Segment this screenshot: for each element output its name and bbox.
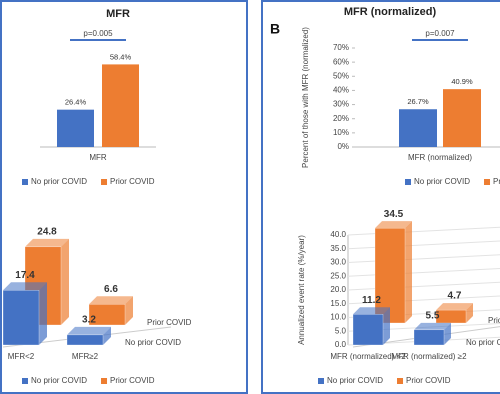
legend-label: Prior COVID (110, 376, 155, 385)
bar (435, 309, 467, 324)
value-label: 5.5 (426, 311, 440, 322)
bar (352, 314, 384, 346)
y-tick-label: 5.0 (335, 326, 347, 335)
x-tick-label: MFR (89, 153, 107, 162)
bar-side (444, 322, 451, 345)
bar (57, 109, 94, 147)
bar-top (414, 322, 451, 330)
p-value: p=0.007 (425, 29, 455, 38)
value-label: 11.2 (362, 295, 381, 306)
value-label: 3.2 (82, 315, 96, 326)
bar (102, 64, 139, 147)
grid-line (347, 268, 500, 277)
bar-side (405, 221, 412, 323)
y-tick-label: 25.0 (330, 271, 346, 280)
legend-swatch (22, 378, 28, 384)
y-tick-label: 40.0 (330, 230, 346, 239)
y-tick-label: 15.0 (330, 299, 346, 308)
bar-side (383, 307, 390, 345)
value-label: 24.8 (37, 227, 57, 238)
p-value: p=0.005 (83, 29, 113, 38)
bar-side (39, 282, 47, 345)
y-tick-label: 30.0 (330, 258, 346, 267)
depth-label: Prior COVID (147, 318, 192, 327)
bar (66, 334, 104, 346)
bar-top (67, 326, 111, 335)
y-axis-label: Percent of those with MFR (normalized) (301, 27, 310, 168)
x-tick-label: MFR≥2 (72, 352, 99, 361)
y-tick-label: 0% (337, 142, 349, 151)
depth-label: No prior COVID (466, 338, 500, 347)
value-label: 17.4 (15, 270, 35, 281)
depth-label: No prior COVID (125, 338, 181, 347)
bar-side (466, 303, 473, 323)
y-tick-label: 20.0 (330, 285, 346, 294)
x-tick-label: MFR<2 (8, 352, 35, 361)
legend-swatch (405, 179, 411, 185)
bar (2, 290, 40, 346)
bar (374, 227, 406, 324)
grid-line (347, 254, 500, 263)
y-tick-label: 30% (333, 100, 349, 109)
legend-swatch (101, 378, 108, 384)
legend-label: Prior COVID (406, 376, 451, 385)
bar (88, 304, 126, 326)
chart-title: MFR (normalized) (344, 6, 437, 18)
y-axis-label: Annualized event rate (%/year) (297, 235, 306, 345)
grid-line (347, 240, 500, 250)
legend-swatch (484, 179, 491, 185)
x-tick-label: MFR (normalized) (408, 153, 472, 162)
legend-label: Prior COVID (493, 177, 500, 186)
value-label: 34.5 (384, 209, 404, 220)
value-label: 58.4% (110, 52, 132, 61)
y-tick-label: 35.0 (330, 244, 346, 253)
legend-label: No prior COVID (31, 177, 87, 186)
bar-top (3, 282, 47, 291)
bar-top (25, 238, 69, 247)
value-label: 26.4% (65, 98, 87, 107)
bar-side (125, 296, 133, 325)
legend-label: Prior COVID (110, 177, 155, 186)
panel-border (261, 0, 500, 394)
y-tick-label: 10.0 (330, 313, 346, 322)
value-label: 6.6 (104, 284, 118, 295)
bar-side (61, 238, 69, 325)
y-tick-label: 20% (333, 114, 349, 123)
y-tick-label: 70% (333, 43, 349, 52)
legend-label: No prior COVID (327, 376, 383, 385)
x-tick-label: MFR (normalized) ≥2 (391, 352, 467, 361)
legend-label: No prior COVID (31, 376, 87, 385)
y-tick-label: 10% (333, 128, 349, 137)
value-label: 4.7 (448, 291, 462, 302)
bar (399, 109, 437, 147)
y-tick-label: 50% (333, 71, 349, 80)
y-tick-label: 0.0 (335, 340, 347, 349)
chart-title: MFR (106, 8, 130, 20)
bar-side (103, 326, 111, 345)
legend-swatch (22, 179, 28, 185)
bar-top (375, 221, 412, 229)
grid-line (347, 295, 500, 305)
panel-label: B (270, 21, 280, 37)
bar (413, 329, 445, 346)
grid-line (347, 226, 500, 236)
bar-top (353, 307, 390, 315)
legend-swatch (397, 378, 404, 384)
value-label: 26.7% (407, 97, 429, 106)
bar-top (436, 303, 473, 311)
y-tick-label: 40% (333, 86, 349, 95)
panel-border (0, 0, 248, 394)
value-label: 40.9% (451, 77, 473, 86)
x-tick-label: MFR (normalized) <2 (330, 352, 406, 361)
legend-swatch (318, 378, 324, 384)
y-tick-label: 60% (333, 57, 349, 66)
grid-line (347, 281, 500, 291)
depth-label: Prior COVID (488, 316, 500, 325)
bar-top (89, 296, 133, 305)
legend-label: No prior COVID (414, 177, 470, 186)
bar (443, 89, 481, 147)
legend-swatch (101, 179, 108, 185)
